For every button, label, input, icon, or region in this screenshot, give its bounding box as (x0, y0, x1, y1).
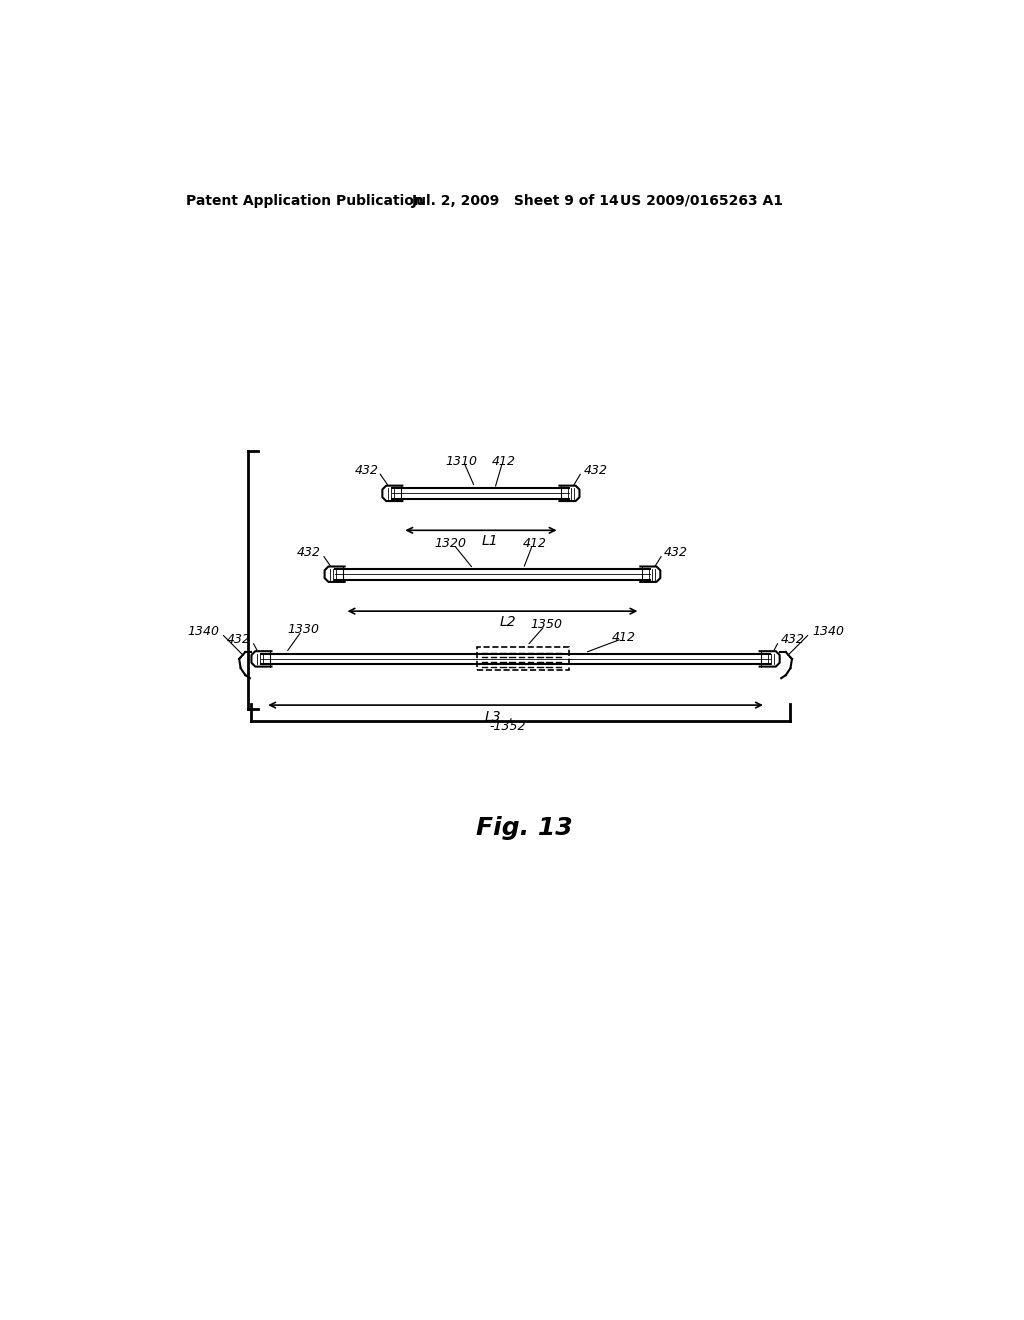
Text: L3: L3 (484, 710, 501, 723)
Text: 1340: 1340 (812, 626, 844, 639)
Text: 412: 412 (523, 537, 547, 550)
Text: 432: 432 (665, 546, 688, 560)
Text: Jul. 2, 2009   Sheet 9 of 14: Jul. 2, 2009 Sheet 9 of 14 (412, 194, 620, 207)
Bar (477, 647, 569, 671)
Text: 412: 412 (492, 454, 516, 467)
Text: Fig. 13: Fig. 13 (476, 816, 573, 841)
Text: Patent Application Publication: Patent Application Publication (186, 194, 424, 207)
Text: 1310: 1310 (445, 454, 477, 467)
Text: 1340: 1340 (187, 626, 219, 639)
Text: 1350: 1350 (530, 618, 562, 631)
Text: 1330: 1330 (288, 623, 319, 636)
Text: 432: 432 (226, 634, 251, 647)
Text: 1320: 1320 (434, 537, 466, 550)
Text: L2: L2 (500, 615, 516, 628)
Text: L1: L1 (482, 535, 499, 548)
Text: -1352: -1352 (489, 721, 526, 733)
Text: US 2009/0165263 A1: US 2009/0165263 A1 (620, 194, 782, 207)
Text: 432: 432 (780, 634, 805, 647)
Text: 432: 432 (354, 463, 379, 477)
Text: 432: 432 (584, 463, 607, 477)
Text: 432: 432 (297, 546, 321, 560)
Text: 412: 412 (611, 631, 635, 644)
